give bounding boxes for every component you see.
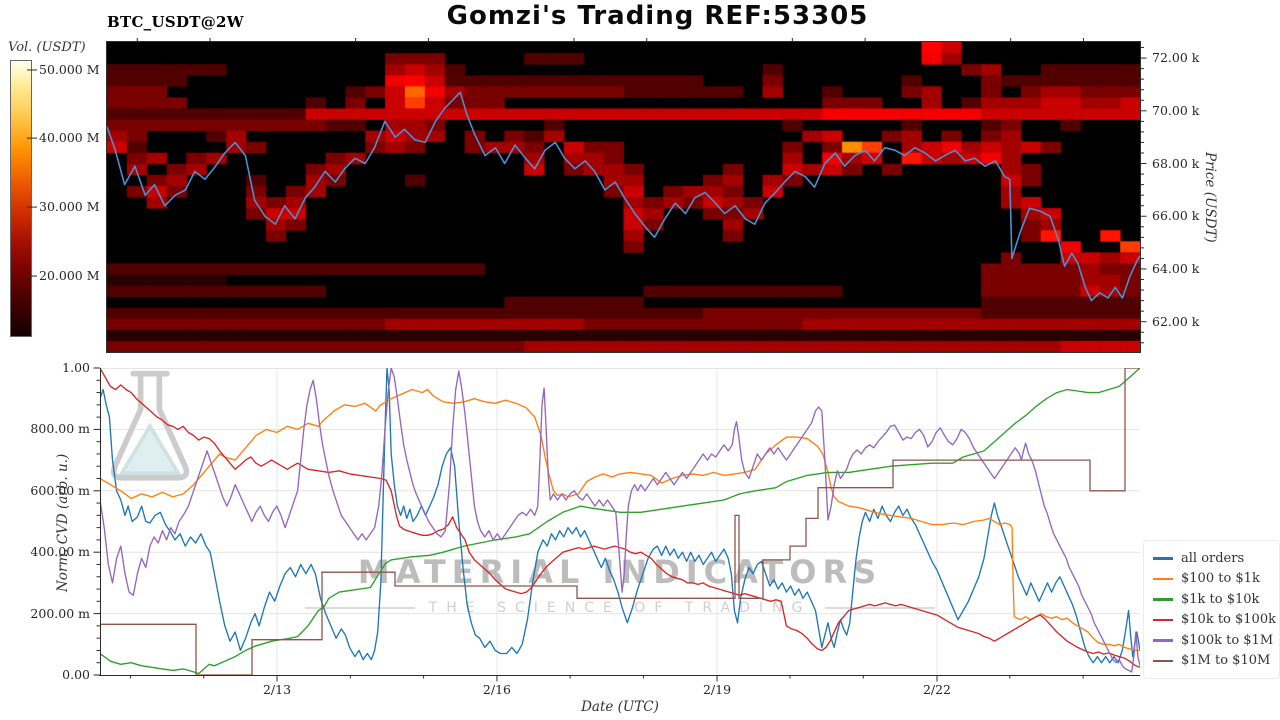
date-tick-label: 2/16 <box>482 682 511 697</box>
price-tick-label: 62.00 k <box>1152 313 1200 329</box>
cvd-lines <box>100 368 1140 675</box>
cvd-tick-label: 400.00 m <box>30 544 90 560</box>
series--10k-to-100k <box>100 368 1140 668</box>
price-tick-label: 72.00 k <box>1152 50 1200 66</box>
cvd-tick-label: 1.00 <box>62 360 90 375</box>
price-tick-label: 66.00 k <box>1152 208 1200 224</box>
date-axis-title: Date (UTC) <box>581 699 659 715</box>
series--100-to-1k <box>100 388 1140 652</box>
legend: all orders $100 to $1k $1k to $10k $10k to … <box>1143 540 1280 679</box>
legend-item: $10k to $100k <box>1153 610 1276 631</box>
volume-colorbar <box>10 60 32 337</box>
cvd-gridlines <box>100 368 1140 675</box>
price-line <box>107 91 1140 302</box>
legend-item: $1M to $10M <box>1153 651 1275 672</box>
legend-item: $100k to $1M <box>1153 630 1275 651</box>
cvd-tick-label: 0.00 <box>62 667 90 682</box>
colorbar-tick-label: 50.000 M <box>39 61 100 77</box>
colorbar-tick-label: 40.000 M <box>39 130 100 146</box>
legend-item: $1k to $10k <box>1153 589 1275 610</box>
cvd-axis-title: Norm. CVD (arb. u.) <box>55 453 71 592</box>
legend-item: $100 to $1k <box>1153 569 1275 590</box>
legend-label: all orders <box>1181 550 1245 566</box>
heatmap-panel <box>107 42 1140 352</box>
series-all-orders <box>100 368 1140 664</box>
legend-line-sample <box>1153 618 1173 621</box>
figure-title: Gomzi's Trading REF:53305 <box>446 1 869 31</box>
cvd-tick-label: 200.00 m <box>30 605 90 621</box>
legend-label: $100k to $1M <box>1181 632 1274 648</box>
colorbar-title: Vol. (USDT) <box>8 40 86 55</box>
colorbar-tick-label: 30.000 M <box>39 199 100 215</box>
legend-line-sample <box>1153 639 1173 642</box>
legend-label: $1M to $10M <box>1181 653 1271 669</box>
cvd-tick-label: 800.00 m <box>30 421 90 437</box>
series--1k-to-10k <box>100 368 1140 675</box>
date-tick-label: 2/13 <box>262 682 292 697</box>
series--1M-to-10M <box>100 368 1140 675</box>
price-tick-label: 68.00 k <box>1152 155 1200 171</box>
cvd-panel: MATERIAL INDICATORS THE SCIENCE OF TRADI… <box>100 368 1140 675</box>
legend-line-sample <box>1153 659 1173 662</box>
legend-label: $1k to $10k <box>1181 591 1260 607</box>
cvd-tick-label: 600.00 m <box>30 482 90 498</box>
legend-line-sample <box>1153 557 1173 560</box>
date-tick-label: 2/22 <box>922 682 952 697</box>
legend-line-sample <box>1153 577 1173 580</box>
price-series <box>107 91 1140 302</box>
legend-item: all orders <box>1153 548 1275 569</box>
date-tick-label: 2/19 <box>702 682 732 697</box>
legend-line-sample <box>1153 598 1173 601</box>
legend-label: $10k to $100k <box>1181 612 1276 628</box>
colorbar-tick-label: 20.000 M <box>39 268 100 284</box>
price-tick-label: 70.00 k <box>1152 102 1200 118</box>
legend-label: $100 to $1k <box>1181 571 1260 587</box>
instrument-label: BTC_USDT@2W <box>107 13 244 31</box>
price-tick-label: 64.00 k <box>1152 260 1200 276</box>
price-axis-title: Price (USDT) <box>1202 152 1218 243</box>
series--100k-to-1M <box>100 368 1140 673</box>
